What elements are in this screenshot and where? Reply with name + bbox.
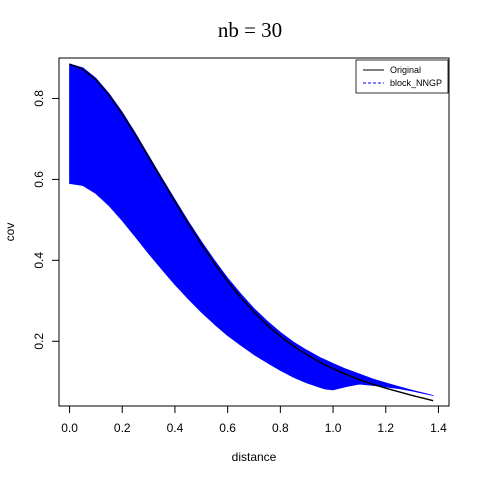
legend: Original block_NNGP: [355, 59, 449, 94]
y-tick-label: 0.4: [32, 252, 46, 269]
x-tick-label: 1.0: [325, 421, 342, 435]
y-axis: 0.2 0.4 0.6 0.8: [32, 90, 60, 350]
legend-box: [355, 59, 449, 94]
original-line-layer: [69, 63, 434, 402]
x-tick-label: 0.8: [272, 421, 289, 435]
x-tick-label: 0.0: [61, 421, 78, 435]
x-tick-label: 0.6: [219, 421, 236, 435]
block-nngp-band: [69, 63, 434, 396]
chart-title: nb = 30: [218, 18, 282, 42]
y-tick-label: 0.8: [32, 90, 46, 107]
original-line: [69, 63, 434, 402]
block-nngp-band-layer: [69, 63, 434, 396]
y-axis-title: cov: [3, 223, 17, 242]
x-axis: 0.0 0.2 0.4 0.6 0.8 1.0 1.2 1.4: [61, 405, 447, 435]
x-tick-label: 0.4: [167, 421, 184, 435]
legend-label-block-nngp: block_NNGP: [390, 78, 442, 88]
y-tick-label: 0.2: [32, 333, 46, 350]
x-tick-label: 0.2: [114, 421, 131, 435]
legend-label-original: Original: [390, 65, 421, 75]
x-tick-label: 1.2: [377, 421, 394, 435]
y-tick-label: 0.6: [32, 171, 46, 188]
x-axis-title: distance: [232, 450, 277, 464]
x-tick-label: 1.4: [430, 421, 447, 435]
